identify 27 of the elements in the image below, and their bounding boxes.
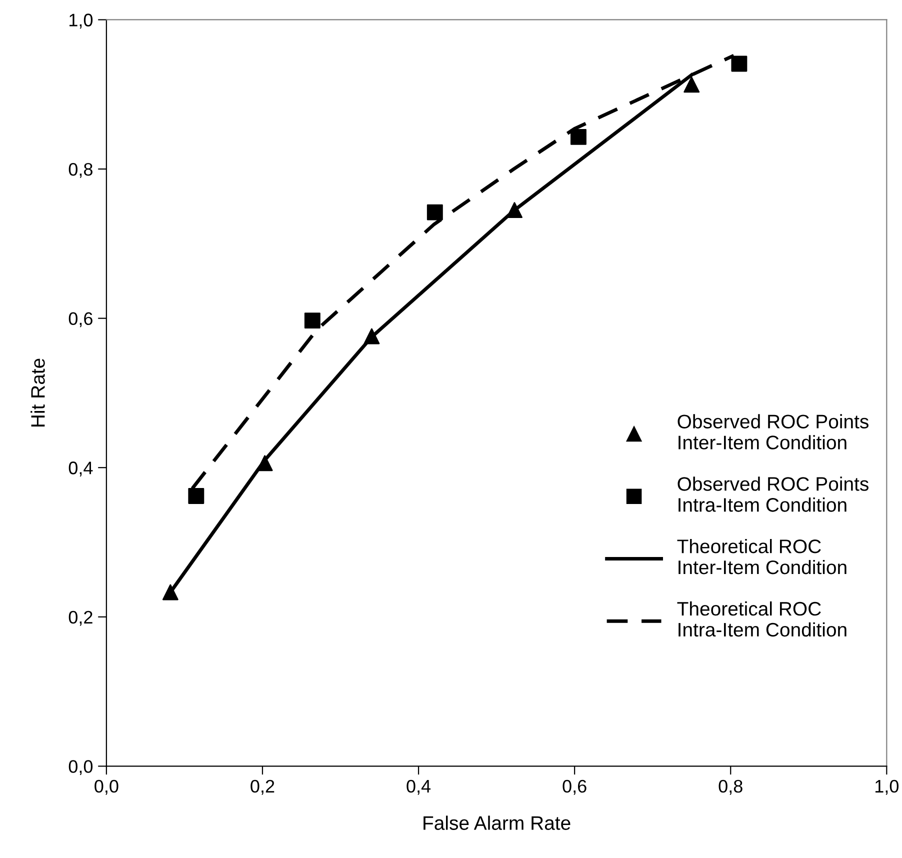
- y-tick-label: 0,2: [68, 610, 92, 626]
- y-axis-title: Hit Rate: [30, 358, 45, 426]
- point: [570, 128, 586, 145]
- point: [731, 56, 748, 72]
- legend-label: Theoretical ROC Inter-Item Condition: [677, 538, 846, 574]
- x-tick-label: 1,0: [875, 780, 899, 795]
- legend-label: Theoretical ROC Intra-Item Condition: [677, 601, 846, 637]
- legend-label: Observed ROC Points Inter-Item Condition: [678, 414, 868, 450]
- y-tick-label: 0,8: [68, 162, 92, 178]
- x-tick-label: 0,4: [406, 780, 431, 795]
- y-tick-label: 0,4: [68, 462, 93, 476]
- point: [426, 204, 443, 220]
- point: [304, 312, 320, 329]
- legend-label: Observed ROC Points Intra-Item Condition: [678, 476, 868, 512]
- y-tick-label: 1,0: [70, 14, 93, 29]
- x-tick-label: 0,0: [94, 780, 118, 795]
- point: [684, 76, 700, 93]
- point: [364, 328, 380, 344]
- x-tick-label: 0,8: [718, 780, 742, 795]
- y-tick-label: 0,6: [68, 312, 92, 328]
- x-axis-title: False Alarm Rate: [424, 816, 570, 830]
- y-tick-label: 0,0: [68, 760, 93, 776]
- point: [162, 584, 178, 600]
- x-tick-label: 0,6: [562, 780, 586, 795]
- x-tick-label: 0,2: [250, 780, 274, 795]
- point: [506, 202, 522, 218]
- point: [188, 488, 204, 504]
